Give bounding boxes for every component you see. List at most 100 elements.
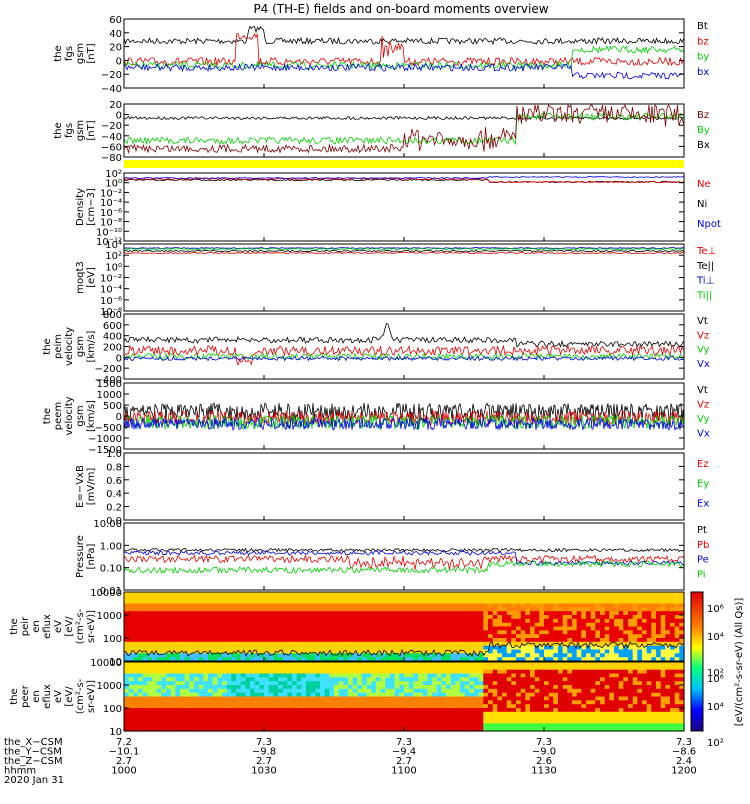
spectrogram-cell (301, 700, 307, 705)
spectrogram-cell (357, 662, 363, 667)
spectrogram-cell (539, 607, 545, 612)
spectrogram-cell (292, 708, 298, 713)
spectrogram-cell (651, 704, 657, 709)
spectrogram-cell (240, 669, 246, 675)
spectrogram-cell (646, 685, 652, 690)
spectrogram-cell (296, 719, 302, 724)
spectrogram-cell (642, 638, 648, 643)
spectrogram-cell (450, 630, 456, 635)
spectrogram-cell (670, 630, 676, 635)
x-tick-label: −8.6 (672, 747, 696, 758)
spectrogram-cell (478, 641, 484, 647)
spectrogram-cell (348, 719, 354, 724)
spectrogram-cell (278, 704, 284, 709)
spectrogram-cell (138, 653, 144, 658)
spectrogram-cell (534, 603, 540, 608)
spectrogram-cell (646, 649, 652, 654)
spectrogram-cell (506, 657, 512, 662)
spectrogram-cell (264, 657, 270, 662)
spectrogram-cell (170, 634, 176, 639)
spectrogram-cell (212, 649, 218, 654)
spectrogram-cell (539, 696, 545, 701)
spectrogram-cell (357, 618, 363, 624)
spectrogram-cell (324, 669, 330, 675)
spectrogram-cell (506, 599, 512, 605)
spectrogram-cell (184, 673, 190, 678)
spectrogram-cell (478, 708, 484, 713)
spectrogram-cell (432, 599, 438, 605)
spectrogram-cell (548, 719, 554, 724)
spectrogram-cell (660, 673, 666, 678)
spectrogram-cell (128, 708, 134, 713)
spectrogram-cell (329, 681, 335, 686)
spectrogram-cell (194, 704, 200, 709)
spectrogram-cell (124, 641, 130, 647)
vz-e-trace (123, 410, 685, 427)
spectrogram-cell (604, 595, 610, 601)
spectrogram-cell (287, 603, 293, 608)
spectrogram-cell (217, 708, 223, 713)
spectrogram-cell (665, 708, 671, 713)
spectrogram-cell (427, 638, 433, 643)
spectrogram-cell (483, 634, 489, 639)
spectrogram-cell (399, 603, 405, 608)
spectrogram-cell (226, 595, 232, 601)
spectrogram-cell (390, 599, 396, 605)
spectrogram-cell (614, 622, 620, 628)
spectrogram-cell (198, 649, 204, 654)
spectrogram-cell (572, 681, 578, 686)
spectrogram-cell (166, 700, 172, 705)
spectrogram-cell (166, 645, 172, 651)
spectrogram-cell (651, 657, 657, 662)
spectrogram-cell (427, 711, 433, 717)
spectrogram-cell (520, 599, 526, 605)
spectrogram-cell (394, 634, 400, 639)
spectrogram-cell (226, 599, 232, 605)
spectrogram-cell (264, 681, 270, 686)
spectrogram-cell (642, 719, 648, 724)
spectrogram-cell (324, 641, 330, 647)
y-axis-label: en (31, 690, 42, 703)
spectrogram-cell (595, 727, 601, 732)
spectrogram-cell (222, 688, 228, 694)
spectrogram-cell (646, 611, 652, 616)
spectrogram-cell (497, 653, 503, 658)
spectrogram-cell (530, 622, 536, 628)
spectrogram-cell (142, 622, 148, 628)
spectrogram-cell (212, 634, 218, 639)
spectrogram-cell (231, 696, 237, 701)
spectrogram-cell (385, 700, 391, 705)
spectrogram-cell (562, 592, 568, 597)
spectrogram-cell (334, 611, 340, 616)
spectrogram-cell (404, 723, 410, 728)
spectrogram-cell (166, 677, 172, 682)
spectrogram-cell (310, 595, 316, 601)
spectrogram-cell (642, 692, 648, 698)
spectrogram-cell (511, 645, 517, 651)
spectrogram-cell (642, 611, 648, 616)
spectrogram-cell (189, 665, 195, 671)
spectrogram-cell (362, 611, 368, 616)
spectrogram-cell (343, 708, 349, 713)
spectrogram-cell (408, 653, 414, 658)
spectrogram-cell (502, 611, 508, 616)
spectrogram-cell (516, 618, 522, 624)
spectrogram-cell (128, 727, 134, 732)
spectrogram-cell (198, 634, 204, 639)
spectrogram-cell (450, 653, 456, 658)
spectrogram-cell (632, 704, 638, 709)
spectrogram-cell (572, 688, 578, 694)
spectrogram-cell (296, 607, 302, 612)
spectrogram-cell (371, 641, 377, 647)
spectrogram-cell (492, 657, 498, 662)
spectrogram-cell (161, 669, 167, 675)
spectrogram-cell (581, 592, 587, 597)
spectrogram-cell (175, 599, 181, 605)
spectrogram-cell (208, 603, 214, 608)
spectrogram-cell (474, 723, 480, 728)
spectrogram-cell (511, 700, 517, 705)
spectrogram-cell (534, 638, 540, 643)
spectrogram-cell (254, 595, 260, 601)
spectrogram-cell (609, 615, 615, 620)
spectrogram-cell (646, 711, 652, 717)
